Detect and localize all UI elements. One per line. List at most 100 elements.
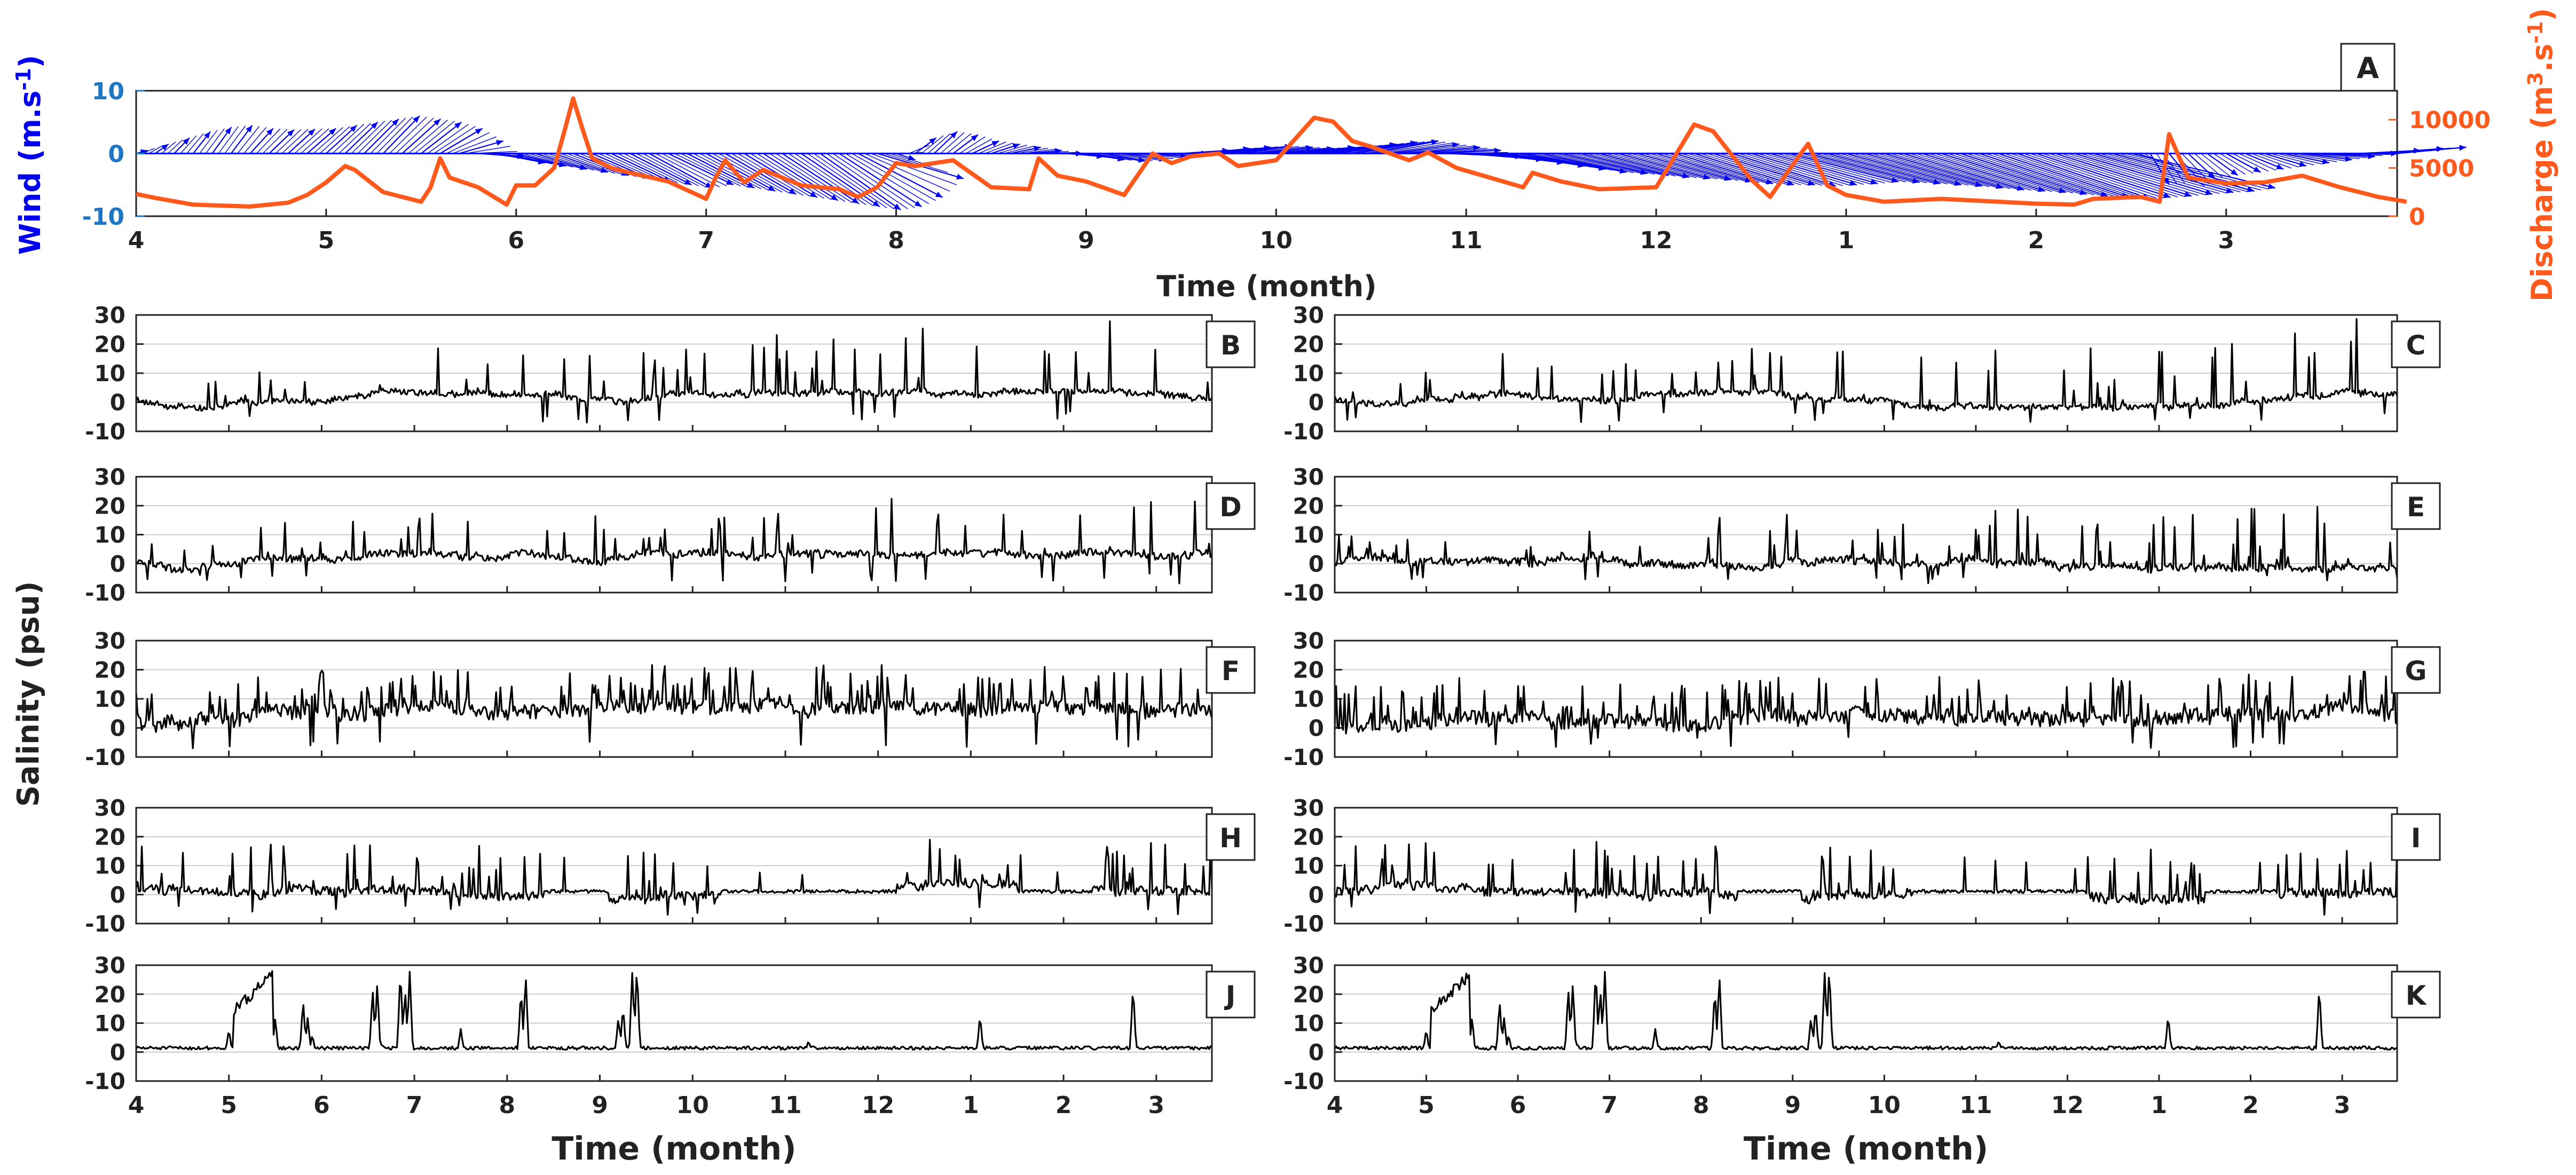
wind-vector: [332, 124, 365, 154]
wind-vector: [1333, 143, 1397, 154]
panel-label: B: [1220, 330, 1241, 361]
wind-vector: [1903, 153, 2024, 191]
wind-arrowhead: [371, 122, 378, 129]
wind-vector: [832, 153, 915, 208]
wind-arrowhead: [852, 197, 859, 204]
salinity-line: [135, 839, 1213, 916]
panel-label-box: [1206, 320, 1256, 368]
wind-arrowhead: [1305, 145, 1313, 151]
wind-vector: [2029, 153, 2164, 199]
wind-vector: [503, 153, 553, 164]
wind-vector: [319, 126, 350, 154]
wind-vector: [2302, 153, 2352, 161]
month-tick-label: 2: [1055, 1092, 1072, 1119]
wind-arrowhead: [287, 129, 294, 137]
wind-arrowhead: [956, 174, 964, 180]
y-tick-label: -10: [1283, 580, 1324, 606]
wind-vector: [1713, 153, 1815, 186]
wind-arrowhead: [2276, 163, 2284, 170]
wind-vector: [1814, 153, 1927, 184]
wind-vector: [2011, 153, 2143, 199]
y-tick-label: 20: [94, 493, 125, 519]
month-tick-label: 10: [1868, 1092, 1901, 1119]
y-tick-label: 20: [94, 824, 125, 850]
wind-vector: [1808, 153, 1920, 183]
wind-vector: [1611, 153, 1704, 179]
month-tick-label: 6: [1510, 1092, 1526, 1119]
wind-vector: [1358, 141, 1425, 154]
x-axis-label-right: Time (month): [1744, 1130, 1988, 1168]
wind-axis-tick-label: 0: [108, 141, 124, 168]
y-tick-label: 0: [1309, 551, 1324, 577]
wind-vector: [1605, 153, 1697, 178]
wind-vector: [148, 146, 162, 154]
wind-vector: [294, 128, 322, 154]
month-tick-label: 5: [220, 1092, 237, 1119]
wind-arrowhead: [2459, 145, 2467, 151]
wind-vector: [2200, 153, 2231, 177]
wind-vector: [642, 153, 706, 187]
wind-vector: [224, 125, 246, 154]
wind-arrowhead: [2163, 192, 2171, 198]
wind-arrowhead: [768, 185, 776, 191]
wind-vector: [1909, 153, 2031, 191]
y-tick-label: 30: [94, 302, 125, 328]
month-tick-label: 7: [698, 227, 714, 254]
wind-vector: [680, 153, 748, 187]
wind-arrowhead: [789, 188, 797, 194]
y-tick-label: 30: [94, 628, 125, 654]
x-axis-label-left: Time (month): [552, 1130, 796, 1168]
y-tick-label: 10: [94, 360, 125, 387]
wind-vector: [667, 153, 734, 186]
discharge-axis-tick-label: 10000: [2409, 107, 2491, 134]
wind-vector: [624, 153, 685, 184]
panel-label-box: [1206, 971, 1256, 1019]
wind-vector: [1858, 153, 1976, 186]
salinity-panel-d: [135, 476, 1256, 594]
wind-arrowhead: [328, 128, 336, 136]
month-tick-label: 3: [2218, 227, 2234, 254]
panel-label-box: [2391, 320, 2441, 368]
wind-arrowhead: [454, 122, 462, 129]
wind-vector: [1757, 153, 1864, 185]
discharge-axis-tick-label: 0: [2409, 203, 2425, 231]
wind-vector: [180, 135, 197, 154]
wind-vector: [1801, 153, 1913, 183]
wind-arrowhead: [433, 119, 441, 126]
wind-vector: [1751, 153, 1857, 186]
y-tick-label: 30: [94, 952, 125, 979]
wind-vector: [1953, 153, 2081, 194]
wind-vector: [1004, 146, 1034, 154]
wind-vector: [649, 153, 713, 189]
wind-vector: [2061, 153, 2199, 196]
wind-vector: [927, 133, 951, 154]
wind-axis-tick-label: -10: [82, 203, 125, 231]
month-tick-label: 12: [2051, 1092, 2084, 1119]
wind-vector: [1295, 146, 1355, 154]
wind-vector: [1776, 153, 1885, 184]
wind-vector: [516, 153, 566, 167]
panel-frame: [135, 964, 1213, 1082]
salinity-line: [1334, 971, 2398, 1051]
y-tick-label: 20: [94, 332, 125, 358]
wind-arrowhead: [308, 129, 316, 136]
wind-vector: [344, 121, 379, 154]
wind-vector: [1979, 153, 2108, 197]
wind-vector: [750, 153, 825, 199]
wind-vector: [1985, 153, 2115, 197]
wind-vector: [1593, 153, 1683, 177]
month-tick-label: 7: [406, 1092, 423, 1119]
y-tick-label: 0: [110, 390, 125, 416]
salinity-axis-label: Salinity (psu): [11, 581, 46, 807]
wind-vector: [2232, 153, 2269, 172]
panel-label: I: [2411, 823, 2421, 854]
wind-vector: [984, 143, 1013, 154]
wind-vector: [1921, 153, 2046, 192]
y-tick-label: 0: [1309, 1039, 1324, 1066]
salinity-panel-j: [135, 964, 1256, 1082]
discharge-axis-tick-label: 5000: [2409, 155, 2474, 183]
y-tick-label: 0: [110, 1039, 125, 1066]
panel-label: K: [2406, 980, 2428, 1011]
panel-frame: [1334, 476, 2398, 594]
wind-arrowhead: [183, 138, 190, 145]
